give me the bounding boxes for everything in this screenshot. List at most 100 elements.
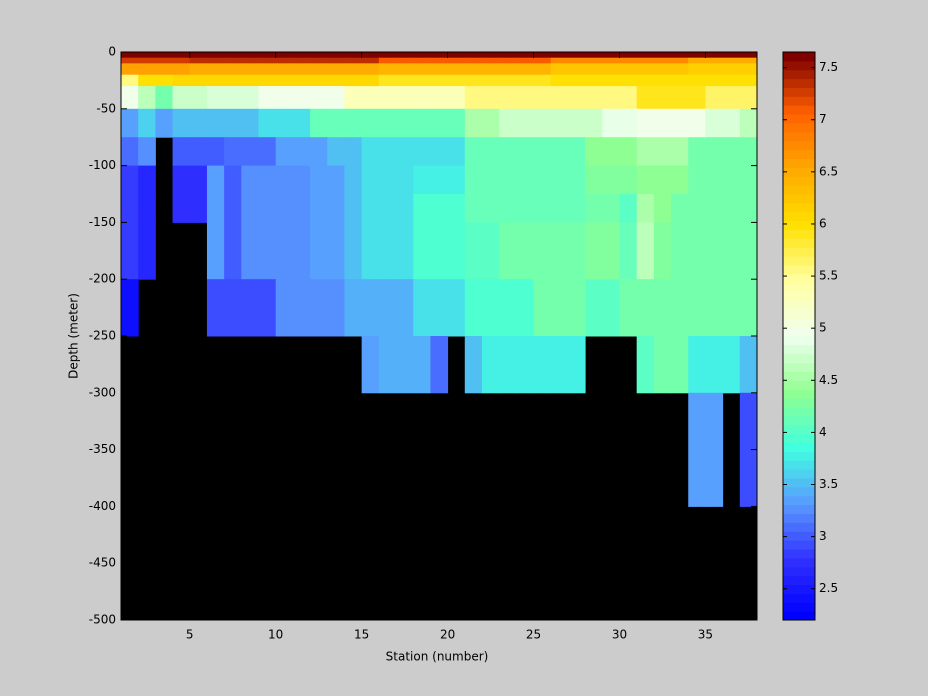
heatmap-cell (636, 222, 655, 280)
colorbar-swatch (783, 194, 815, 204)
heatmap-cell (636, 137, 655, 167)
heatmap-cell (327, 108, 345, 138)
heatmap-cell (516, 52, 535, 59)
heatmap-cell (481, 165, 500, 195)
heatmap-cell (481, 137, 500, 167)
colorbar-tick-label: 5.5 (819, 269, 838, 283)
heatmap-cell (344, 222, 363, 280)
heatmap-cell (705, 194, 724, 223)
heatmap-cell (705, 222, 724, 280)
heatmap-cell (533, 165, 552, 195)
colorbar-swatch (783, 531, 815, 541)
heatmap-cell (224, 108, 242, 138)
heatmap-cell (206, 63, 225, 76)
heatmap-cell (138, 194, 156, 223)
heatmap-cell (396, 108, 414, 138)
colorbar-swatch (783, 407, 815, 417)
heatmap-cell (550, 222, 569, 280)
colorbar-swatch (783, 131, 815, 142)
heatmap-cell (172, 74, 191, 87)
heatmap-cell (550, 86, 569, 110)
heatmap-cell (636, 194, 655, 223)
heatmap-cell (172, 86, 191, 110)
heatmap-cell (585, 63, 603, 76)
heatmap-cell (722, 336, 741, 394)
heatmap-cell (585, 165, 603, 195)
heatmap-cell (121, 52, 139, 59)
heatmap-cell (602, 165, 620, 195)
heatmap-cell (602, 74, 620, 87)
heatmap-cell (722, 222, 741, 280)
heatmap-cell (138, 52, 156, 59)
heatmap-cell (138, 57, 156, 64)
colorbar-tick-label: 6.5 (819, 164, 838, 178)
heatmap-cell (292, 86, 311, 110)
heatmap-cell (241, 74, 260, 87)
heatmap-cell (447, 222, 466, 280)
heatmap-cell (636, 57, 655, 64)
heatmap-cell (739, 63, 758, 76)
heatmap-cell (516, 63, 535, 76)
heatmap-cell (138, 222, 156, 280)
colorbar-swatch (783, 140, 815, 151)
heatmap-cell (378, 57, 397, 64)
heatmap-cell (155, 86, 174, 110)
heatmap-cell (310, 108, 328, 138)
heatmap-cell (121, 279, 139, 337)
x-tick-label: 15 (354, 628, 369, 642)
heatmap-cell (224, 222, 242, 280)
colorbar-swatch (783, 327, 815, 337)
heatmap-cell (396, 86, 414, 110)
heatmap-cell (189, 86, 208, 110)
heatmap-cell (344, 57, 363, 64)
colorbar-swatch (783, 238, 815, 248)
heatmap-cell (413, 336, 431, 394)
heatmap-cell (155, 108, 174, 138)
heatmap-cell (361, 63, 380, 76)
colorbar-tick-label: 4 (819, 425, 827, 439)
colorbar-swatch (783, 495, 815, 506)
heatmap-cell (241, 86, 260, 110)
heatmap-cell (636, 108, 655, 138)
y-tick-label: -200 (89, 272, 116, 286)
heatmap-cell (138, 63, 156, 76)
heatmap-cell (155, 63, 174, 76)
colorbar-swatch (783, 105, 815, 115)
heatmap-cell (447, 74, 466, 87)
heatmap-cell (619, 279, 638, 337)
heatmap-cell (378, 165, 397, 195)
heatmap-cell (241, 57, 260, 64)
heatmap-cell (327, 165, 345, 195)
heatmap-cell (292, 279, 311, 337)
heatmap-cell (722, 279, 741, 337)
colorbar-swatch (783, 60, 815, 71)
heatmap-cell (310, 63, 328, 76)
heatmap-cell (447, 165, 466, 195)
colorbar-tick-label: 3.5 (819, 477, 838, 491)
heatmap-cell (481, 52, 500, 59)
heatmap-cell (447, 194, 466, 223)
heatmap-cell (430, 279, 449, 337)
colorbar-swatch (783, 336, 815, 346)
heatmap-cell (327, 222, 345, 280)
colorbar-swatch (783, 220, 815, 230)
heatmap-cell (206, 137, 225, 167)
heatmap-cell (361, 279, 380, 337)
heatmap-cell (224, 57, 242, 64)
y-tick-label: -500 (89, 613, 116, 627)
heatmap-cell (516, 336, 535, 394)
heatmap-cell (121, 108, 139, 138)
heatmap-cell (619, 86, 638, 110)
heatmap-cell (722, 63, 741, 76)
heatmap-cell (499, 74, 517, 87)
heatmap-cell (241, 222, 260, 280)
heatmap-cell (705, 137, 724, 167)
colorbar-swatch (783, 318, 815, 328)
colorbar-swatch (783, 602, 815, 612)
heatmap-cell (310, 52, 328, 59)
heatmap-cell (413, 137, 431, 167)
heatmap-cell (292, 137, 311, 167)
heatmap-cell (533, 52, 552, 59)
heatmap-cell (464, 279, 483, 337)
heatmap-cell (636, 165, 655, 195)
